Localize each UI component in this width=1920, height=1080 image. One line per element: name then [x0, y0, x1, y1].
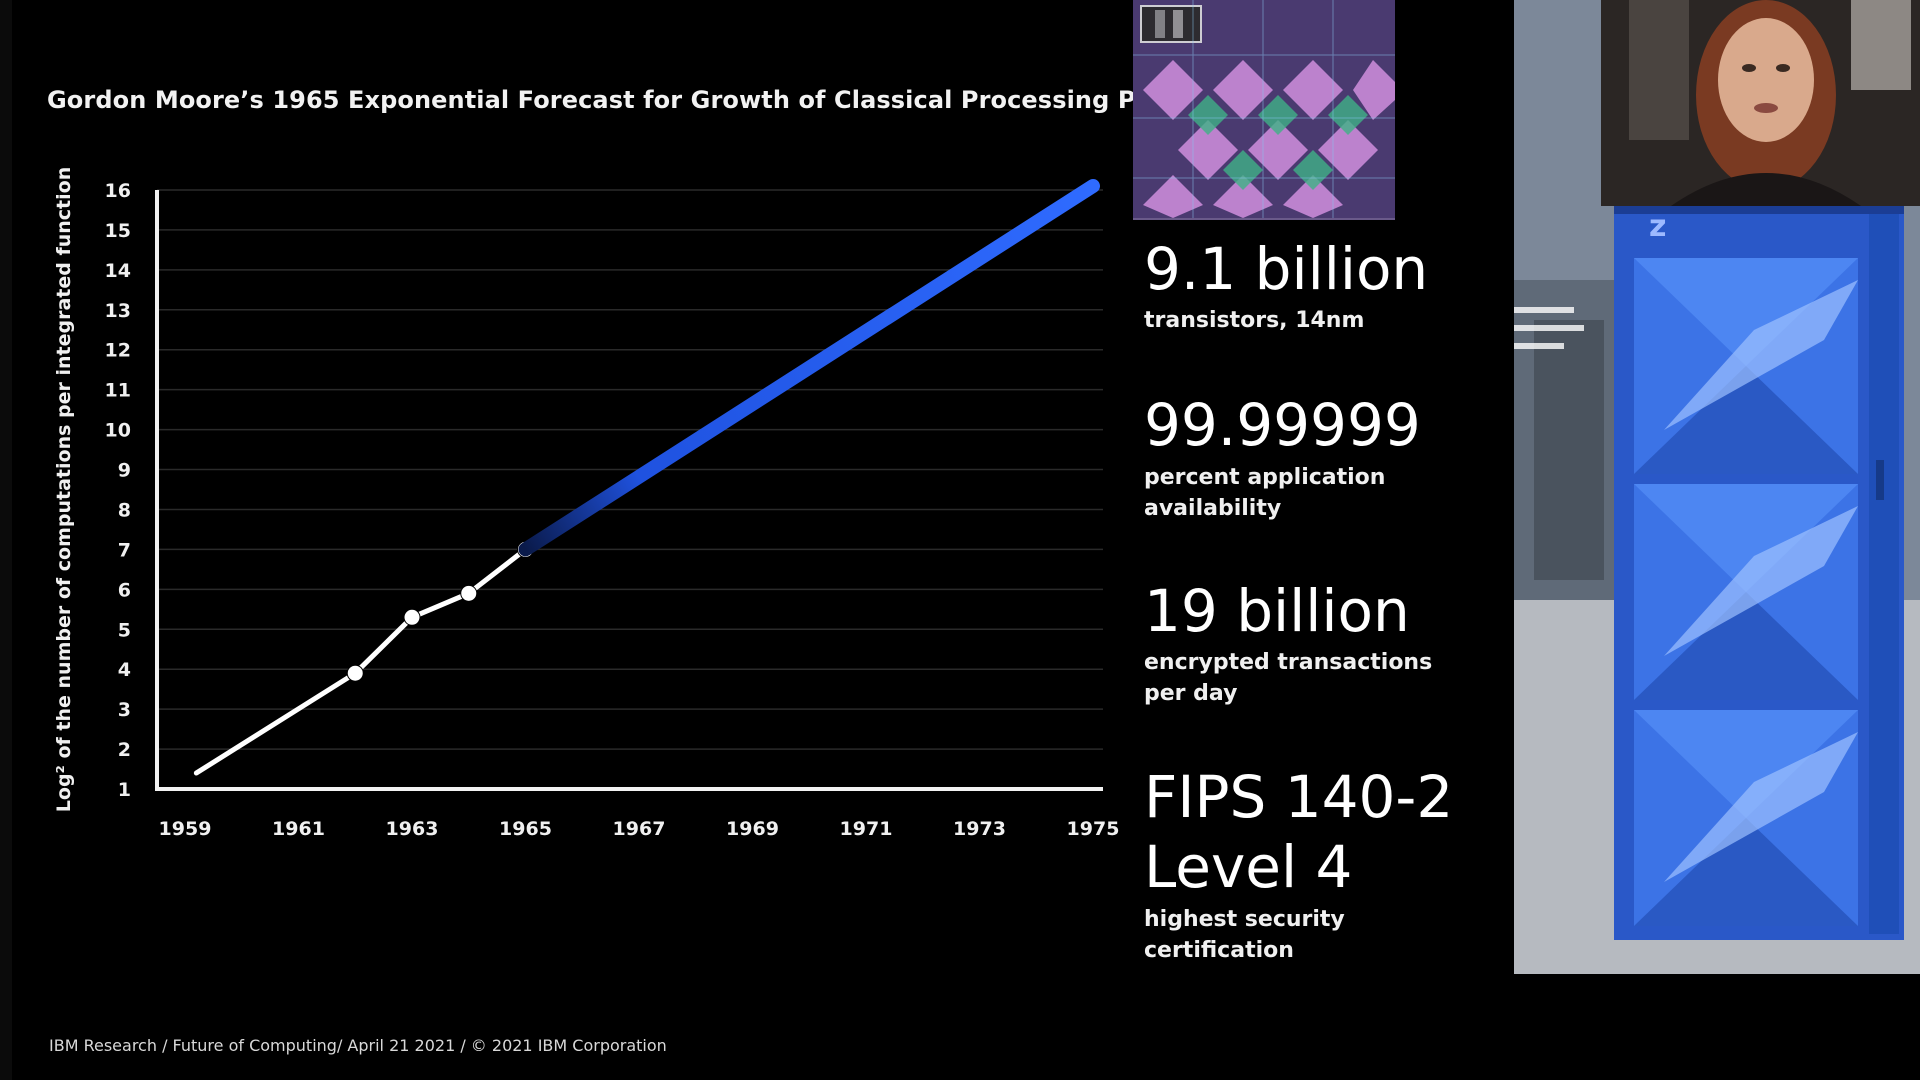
x-tick-label: 1973 [953, 818, 1006, 840]
axes [155, 190, 1103, 791]
y-tick-label: 16 [105, 180, 131, 202]
y-tick-label: 11 [105, 380, 131, 402]
left-edge-strip [0, 0, 12, 1080]
stat-desc-transistors: transistors, 14nm [1144, 308, 1365, 333]
y-tick-label: 8 [118, 499, 131, 521]
x-tick-label: 1959 [159, 818, 212, 840]
y-tick-label: 1 [118, 779, 131, 801]
y-axis-label: Log² of the number of computations per i… [53, 167, 75, 812]
processor-die-icon [1133, 0, 1395, 220]
y-tick-label: 3 [118, 699, 131, 721]
y-tick-label: 9 [118, 460, 131, 482]
data-point-marker [346, 664, 364, 682]
stat-value-transactions: 19 billion [1144, 577, 1410, 645]
x-tick-label: 1961 [272, 818, 325, 840]
series [193, 179, 1100, 776]
gridlines [157, 189, 1103, 750]
x-tick-label: 1975 [1067, 818, 1120, 840]
svg-text:z: z [1649, 209, 1666, 244]
x-tick-label: 1963 [386, 818, 439, 840]
forecast-line [518, 179, 1100, 557]
y-tick-label: 7 [118, 539, 131, 561]
stat-value-security: FIPS 140-2 Level 4 [1144, 763, 1454, 901]
y-tick-label: 10 [105, 420, 131, 442]
y-tick-label: 5 [118, 619, 131, 641]
stat-desc-availability: percent application availability [1144, 465, 1386, 521]
y-tick-label: 4 [118, 659, 131, 681]
x-tick-label: 1971 [840, 818, 893, 840]
stat-desc-transactions: encrypted transactions per day [1144, 650, 1433, 706]
stat-value-transistors: 9.1 billion [1144, 235, 1429, 303]
y-tick-label: 15 [105, 220, 131, 242]
x-tick-label: 1969 [726, 818, 779, 840]
x-tick-label: 1965 [499, 818, 552, 840]
observed-line [193, 546, 528, 776]
presenter-video-icon [1601, 0, 1920, 206]
y-tick-label: 12 [105, 340, 131, 362]
y-tick-label: 6 [118, 579, 131, 601]
y-tick-label: 2 [118, 739, 131, 761]
chart-title: Gordon Moore’s 1965 Exponential Forecast… [47, 86, 1203, 114]
data-point-marker [460, 584, 478, 602]
stat-value-availability: 99.99999 [1144, 391, 1421, 459]
y-tick-label: 14 [105, 260, 131, 282]
x-tick-label: 1967 [613, 818, 666, 840]
y-tick-label: 13 [105, 300, 131, 322]
data-point-marker [403, 608, 421, 626]
footer-text: IBM Research / Future of Computing/ Apri… [49, 1036, 667, 1055]
stat-desc-security: highest security certification [1144, 907, 1345, 963]
